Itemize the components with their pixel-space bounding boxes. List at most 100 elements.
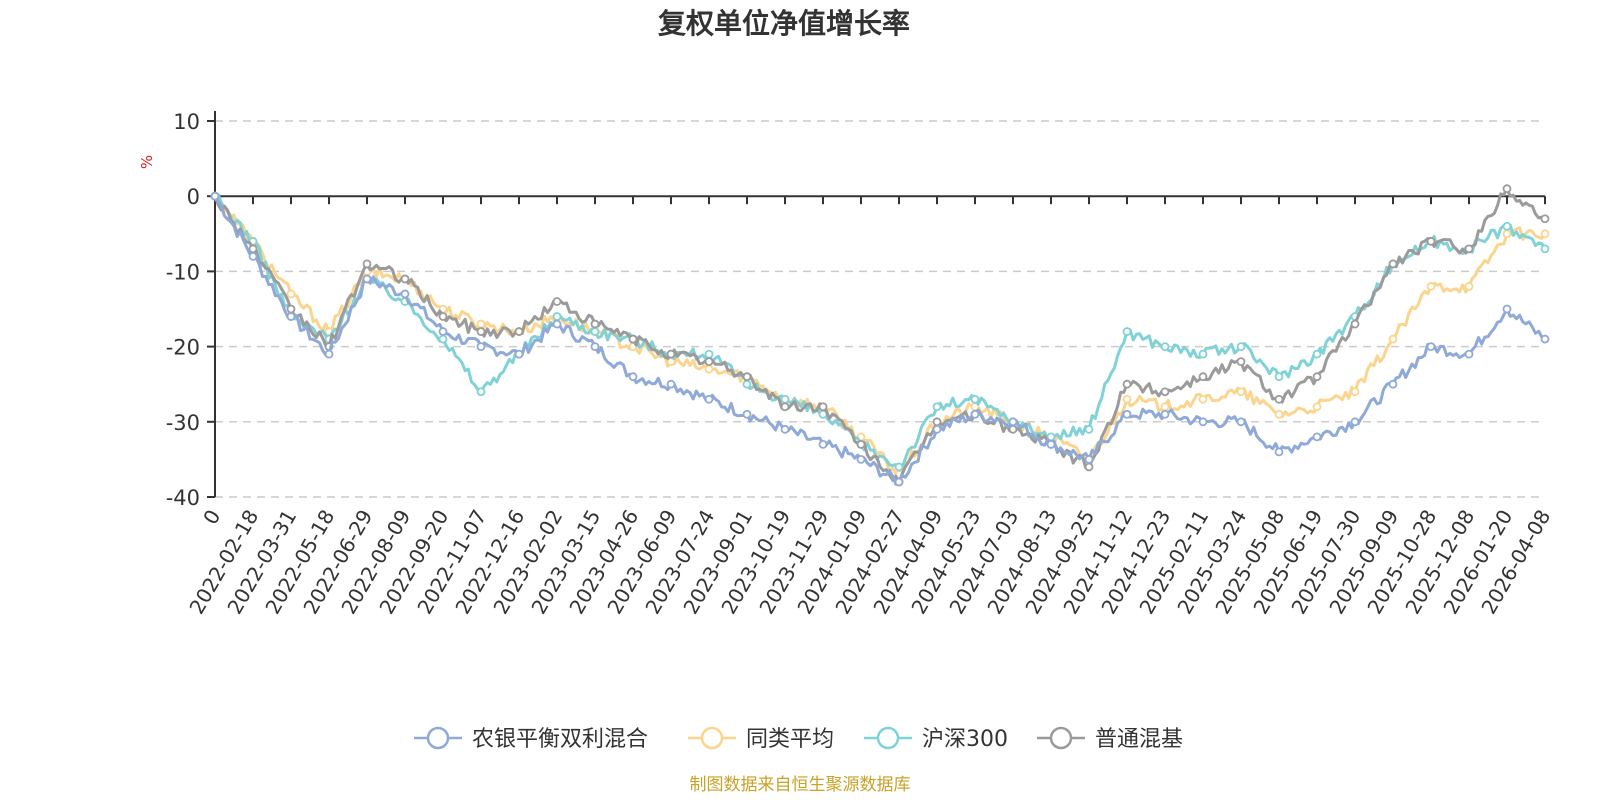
series-point (1198, 417, 1208, 427)
series-point (856, 454, 866, 464)
series-point (1426, 342, 1436, 352)
series-line-0 (213, 195, 1546, 486)
series-point (514, 349, 524, 359)
series-point (1274, 409, 1284, 419)
series-point (248, 244, 258, 254)
series-point (438, 312, 448, 321)
series-point (1502, 229, 1512, 239)
legend-marker (700, 726, 724, 750)
legend-item[interactable]: 农银平衡双利混合 (414, 726, 648, 752)
series-point (514, 327, 524, 336)
series-point (286, 289, 296, 299)
series-point (1236, 417, 1246, 427)
series-point (1160, 342, 1170, 352)
series-point (1426, 282, 1436, 291)
series-point (1274, 394, 1284, 404)
y-tick-label: 0 (187, 185, 200, 209)
series-point (1502, 221, 1512, 231)
series-point (476, 319, 486, 329)
series-point (666, 349, 676, 359)
series-line-3 (213, 187, 1546, 484)
x-axis: 02022-02-182022-03-312022-05-182022-06-2… (184, 196, 1555, 618)
series-point (742, 372, 752, 382)
series-point (1540, 229, 1550, 239)
series-point (932, 424, 942, 434)
series-point (1236, 387, 1246, 397)
source-note: 制图数据来自恒生聚源数据库 (690, 775, 911, 795)
series-point (400, 289, 410, 299)
series-point (324, 349, 334, 359)
legend-label: 沪深300 (922, 727, 1008, 752)
series-point (970, 394, 980, 404)
series-point (286, 304, 296, 314)
series-point (1274, 372, 1284, 382)
series-point (1502, 184, 1512, 194)
series-point (1122, 409, 1132, 419)
series-point (742, 409, 752, 419)
y-tick-label: -40 (166, 486, 200, 510)
y-tick-label: -10 (166, 260, 200, 284)
series-point (818, 402, 828, 412)
series-point (362, 274, 372, 284)
series-point (1312, 349, 1322, 359)
series-point (780, 402, 790, 412)
legend-label: 同类平均 (746, 727, 834, 752)
series-point (1046, 439, 1056, 449)
y-axis-unit: % (138, 155, 156, 169)
series-point (552, 319, 562, 329)
series-point (1274, 447, 1284, 457)
series-point (1236, 342, 1246, 352)
series-point (590, 342, 600, 352)
series-point (400, 274, 410, 284)
legend-label: 农银平衡双利混合 (472, 727, 648, 752)
legend-item[interactable]: 同类平均 (688, 726, 834, 752)
series-point (1350, 417, 1360, 427)
y-axis: 10 0 -10 -20 -30 -40 (166, 110, 215, 510)
y-tick-label: -30 (166, 411, 200, 435)
series-point (704, 357, 714, 367)
series-point (1312, 402, 1322, 412)
series-point (552, 297, 562, 306)
series-point (856, 439, 866, 449)
y-tick-label: 10 (173, 110, 200, 134)
series-point (1312, 432, 1322, 442)
series-point (1388, 334, 1398, 344)
series-point (894, 477, 904, 487)
legend-marker (876, 726, 900, 750)
series-point (1084, 462, 1094, 472)
series-point (1160, 409, 1170, 419)
series-point (1008, 417, 1018, 427)
legend-item[interactable]: 普通混基 (1037, 726, 1183, 752)
series-point (704, 364, 714, 374)
series-point (552, 312, 562, 321)
series-point (818, 439, 828, 449)
series-point (1198, 349, 1208, 359)
series-point (286, 312, 296, 321)
chart-title: 复权单位净值增长率 (658, 7, 910, 40)
series-point (1198, 372, 1208, 382)
series-point (1350, 319, 1360, 329)
legend-item[interactable]: 沪深300 (864, 726, 1008, 752)
grid-lines (215, 120, 1545, 498)
series-point (1122, 327, 1132, 336)
series-line-2 (214, 193, 1547, 469)
series-point (1540, 214, 1550, 224)
series-point (476, 327, 486, 336)
series-point (438, 334, 448, 344)
series-point (1540, 334, 1550, 344)
series-point (628, 334, 638, 344)
series-point (1426, 236, 1436, 246)
series-point (362, 259, 372, 269)
series-point (1350, 387, 1360, 397)
series-point (438, 327, 448, 336)
series-point (1122, 394, 1132, 404)
series-point (590, 327, 600, 336)
series-line-1 (214, 194, 1547, 476)
legend-marker (426, 726, 450, 750)
x-tick-label: 0 (198, 506, 225, 529)
legend[interactable]: 农银平衡双利混合 同类平均 沪深300 普通混基 (414, 726, 1183, 752)
series-point (780, 424, 790, 434)
series-point (1502, 304, 1512, 314)
series-point (932, 417, 942, 427)
series-point (1198, 394, 1208, 404)
